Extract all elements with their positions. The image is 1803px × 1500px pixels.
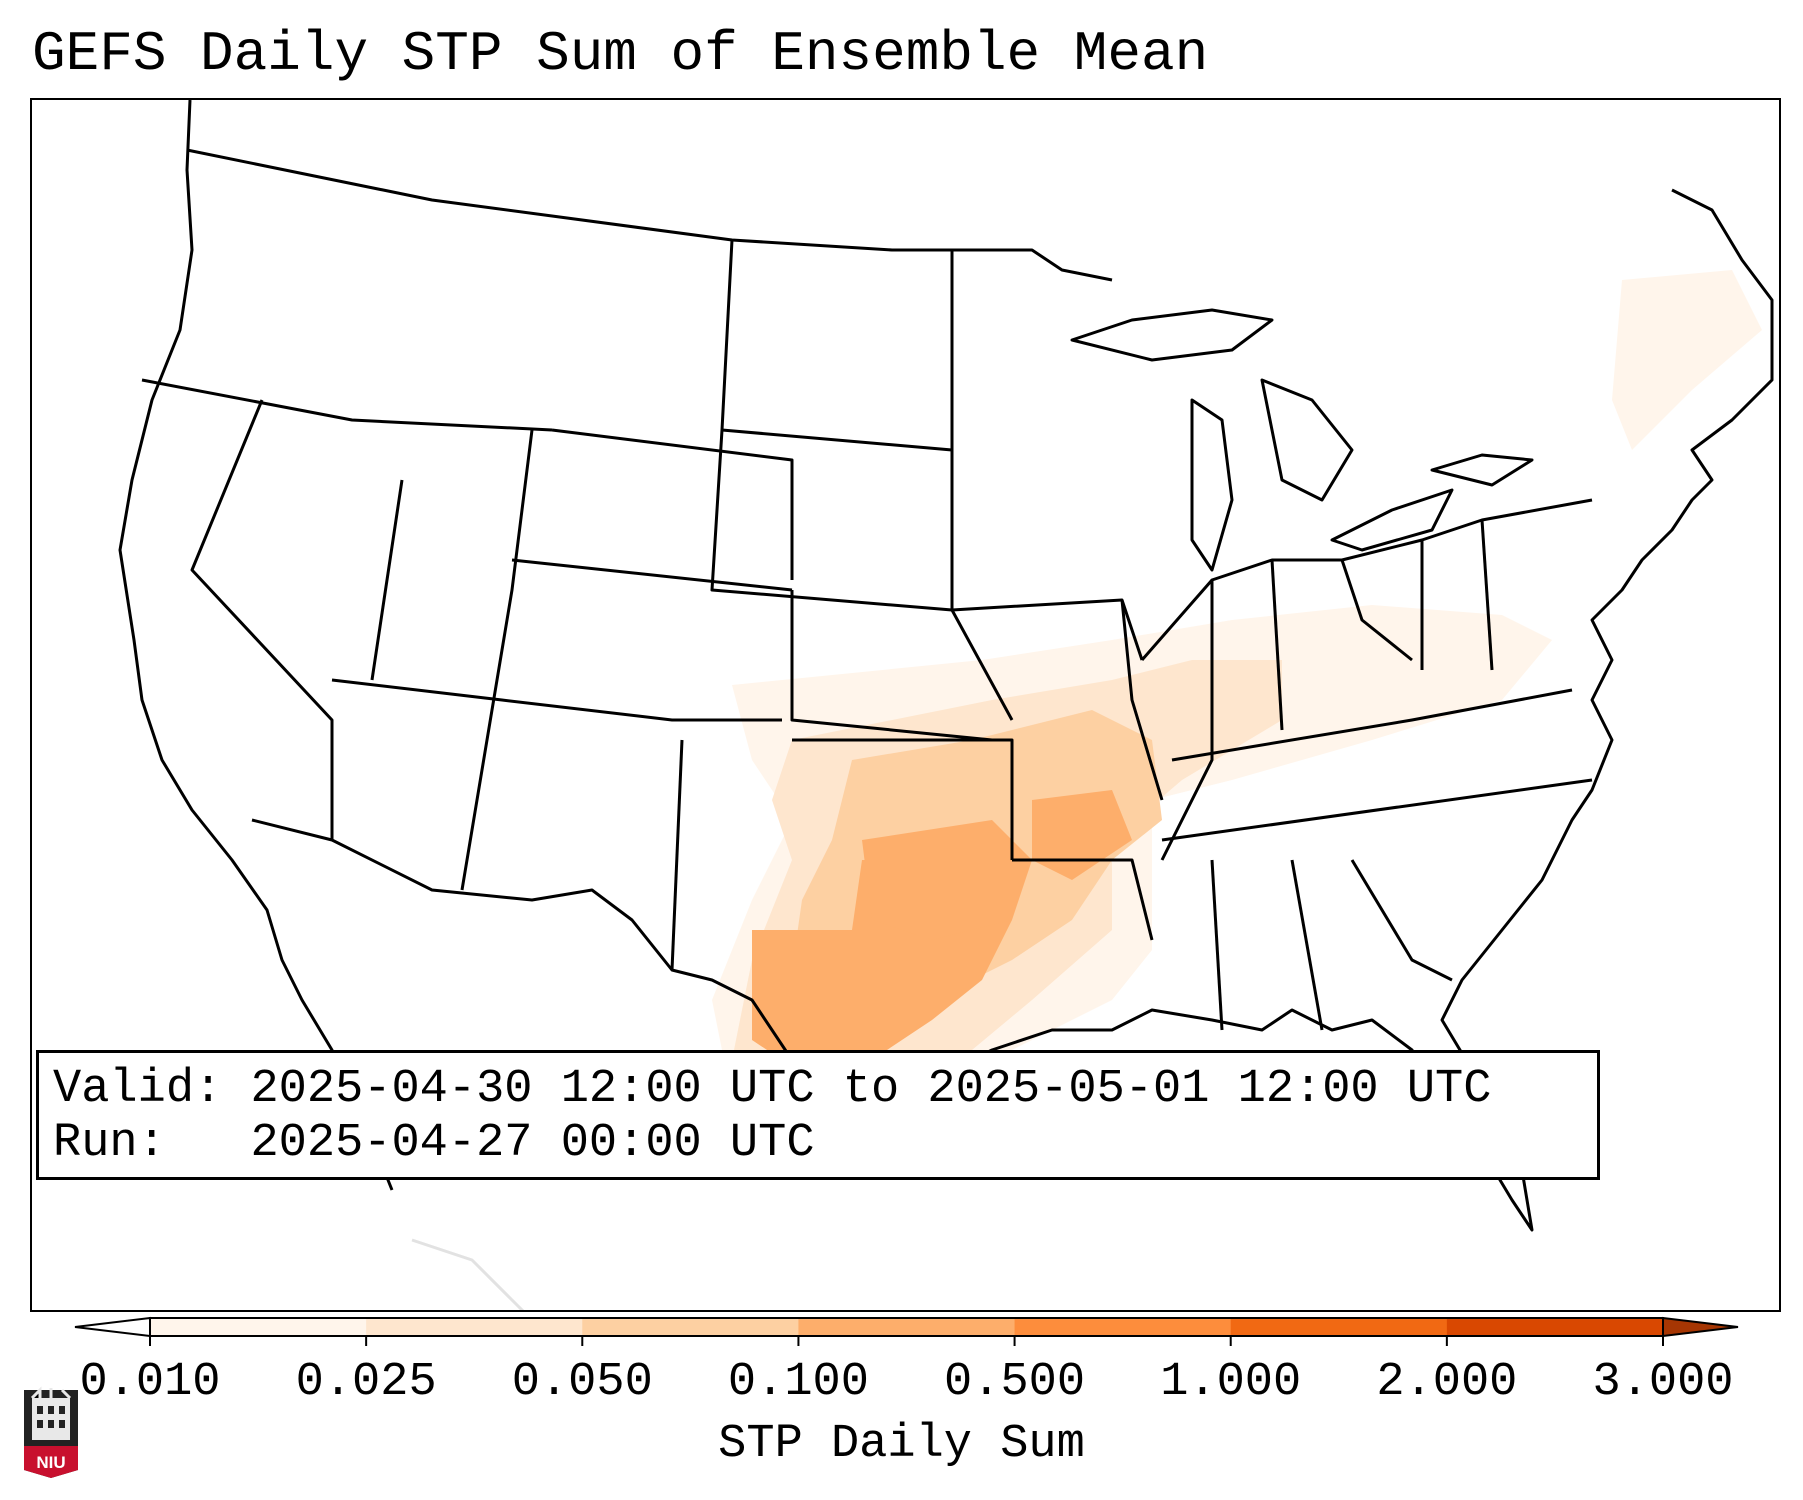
canada-border <box>186 148 1113 282</box>
state-line <box>1210 859 1224 1031</box>
stp-area-strong <box>1032 790 1132 880</box>
gulf-coastline <box>891 188 1774 1232</box>
colorbar-label: STP Daily Sum <box>718 1418 1085 1471</box>
colorbar-segment <box>1446 1318 1664 1336</box>
state-line <box>950 250 1014 721</box>
state-line <box>670 739 684 971</box>
lake-huron <box>1260 378 1354 502</box>
state-line <box>710 429 953 612</box>
colorbar-tick-label: 0.500 <box>944 1356 1086 1409</box>
valid-line: Valid: 2025-04-30 12:00 UTC to 2025-05-0… <box>53 1063 1583 1117</box>
valid-run-box: Valid: 2025-04-30 12:00 UTC to 2025-05-0… <box>36 1050 1600 1180</box>
state-line <box>331 678 782 722</box>
colorbar-tick-label: 0.100 <box>727 1356 869 1409</box>
colorbar-tick-label: 1.000 <box>1160 1356 1302 1409</box>
run-label: Run: <box>53 1117 166 1170</box>
foreign-coastline <box>411 1238 525 1310</box>
colorbar-outline <box>149 1317 1664 1337</box>
state-line <box>1480 519 1494 671</box>
state-line <box>1340 559 1413 662</box>
colorbar-tick-label: 0.010 <box>79 1356 221 1409</box>
colorbar-segment <box>150 1318 367 1336</box>
state-line <box>141 378 553 432</box>
state-line <box>790 590 993 742</box>
colorbar-segment <box>1014 1318 1232 1336</box>
state-line <box>511 558 793 592</box>
stp-area-strong <box>862 820 1032 940</box>
colorbar-tick-label: 0.050 <box>511 1356 653 1409</box>
lake-erie <box>1330 488 1454 552</box>
colorbar-tick-label: 3.000 <box>1592 1356 1734 1409</box>
state-line <box>1350 859 1453 982</box>
state-line <box>1160 580 1214 861</box>
run-line: Run: 2025-04-27 00:00 UTC <box>53 1117 1583 1171</box>
colorbar-tick-label: 2.000 <box>1376 1356 1518 1409</box>
run-value: 2025-04-27 00:00 UTC <box>250 1117 815 1170</box>
state-line <box>551 428 794 580</box>
lake-michigan <box>1190 398 1234 572</box>
state-line <box>1290 859 1324 1031</box>
niu-logo: NIU <box>24 1386 78 1478</box>
niu-logo-text: NIU <box>36 1453 65 1472</box>
colorbar-segment <box>798 1318 1016 1336</box>
stp-area-faint <box>1612 270 1762 450</box>
colorbar-over-arrow <box>1662 1316 1739 1338</box>
state-line <box>1012 858 1154 941</box>
colorbar-segment <box>582 1318 799 1336</box>
state-line <box>370 479 404 681</box>
chart-title: GEFS Daily STP Sum of Ensemble Mean <box>32 22 1209 86</box>
valid-value: 2025-04-30 12:00 UTC to 2025-05-01 12:00… <box>250 1063 1492 1116</box>
state-line <box>1120 599 1164 801</box>
colorbar-under-arrow <box>74 1316 151 1338</box>
lake-ontario <box>1430 453 1534 487</box>
state-line <box>190 399 334 840</box>
state-line <box>1270 559 1284 731</box>
state-line <box>1171 688 1573 762</box>
colorbar <box>74 1316 1739 1346</box>
colorbar-segment <box>1230 1318 1448 1336</box>
state-line <box>792 738 1014 860</box>
lake-superior <box>1070 308 1274 362</box>
valid-label: Valid: <box>53 1063 223 1116</box>
state-line <box>460 429 534 891</box>
colorbar-tick-label: 0.025 <box>295 1356 437 1409</box>
colorbar-segment <box>366 1318 583 1336</box>
state-line <box>1161 778 1593 842</box>
